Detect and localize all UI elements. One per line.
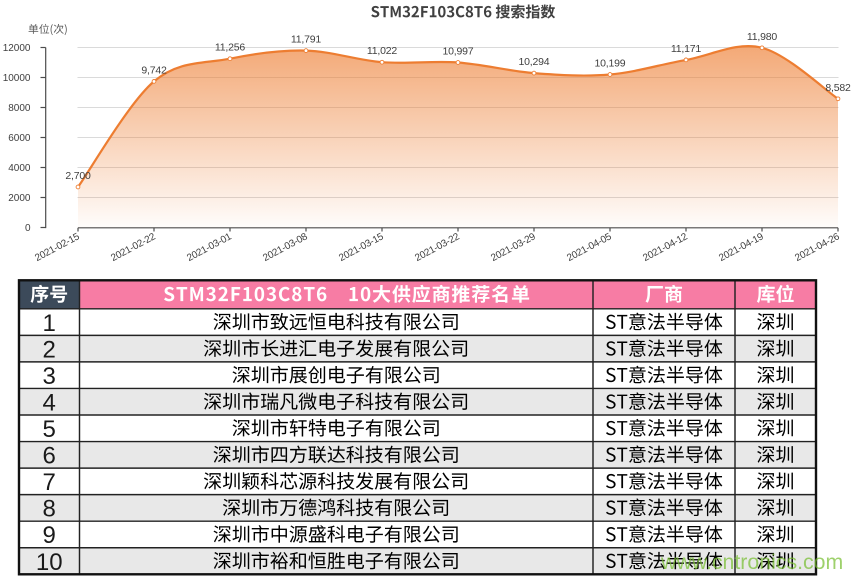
svg-text:5: 5 bbox=[43, 416, 56, 443]
svg-text:4000: 4000 bbox=[8, 163, 31, 174]
svg-text:2,700: 2,700 bbox=[65, 170, 91, 182]
svg-text:6: 6 bbox=[43, 443, 56, 470]
svg-text:12000: 12000 bbox=[3, 43, 31, 54]
svg-text:www.cntronics.com: www.cntronics.com bbox=[660, 550, 843, 574]
svg-text:11,791: 11,791 bbox=[291, 34, 321, 46]
svg-text:6000: 6000 bbox=[8, 133, 31, 144]
svg-text:8: 8 bbox=[43, 496, 56, 523]
svg-text:8,582: 8,582 bbox=[825, 82, 851, 94]
svg-text:3: 3 bbox=[43, 363, 56, 390]
svg-text:4: 4 bbox=[43, 390, 56, 417]
svg-text:2: 2 bbox=[43, 336, 56, 363]
svg-text:10,199: 10,199 bbox=[595, 58, 626, 70]
svg-text:11,022: 11,022 bbox=[367, 45, 397, 57]
svg-text:9,742: 9,742 bbox=[141, 64, 167, 76]
svg-text:11,980: 11,980 bbox=[747, 31, 777, 43]
svg-text:10000: 10000 bbox=[3, 73, 31, 84]
svg-text:11,171: 11,171 bbox=[671, 43, 701, 55]
svg-text:7: 7 bbox=[43, 469, 56, 496]
svg-text:2000: 2000 bbox=[8, 193, 31, 204]
svg-text:9: 9 bbox=[43, 522, 56, 549]
svg-text:1: 1 bbox=[43, 310, 56, 337]
svg-text:8000: 8000 bbox=[8, 103, 31, 114]
svg-text:10: 10 bbox=[36, 549, 63, 576]
svg-text:11,256: 11,256 bbox=[215, 42, 245, 54]
svg-text:10,997: 10,997 bbox=[443, 46, 474, 58]
svg-text:0: 0 bbox=[25, 223, 31, 234]
svg-text:10,294: 10,294 bbox=[519, 56, 550, 68]
